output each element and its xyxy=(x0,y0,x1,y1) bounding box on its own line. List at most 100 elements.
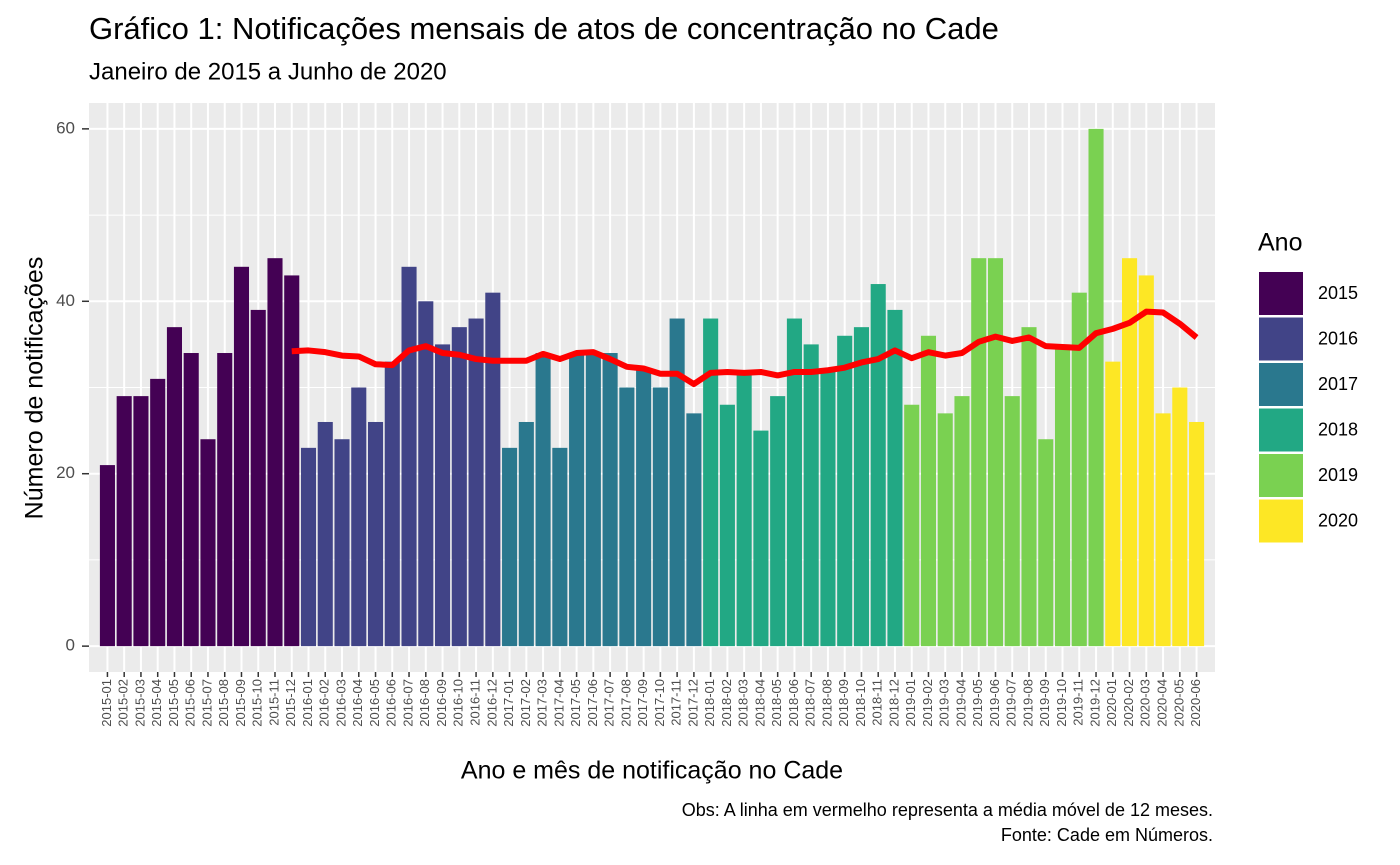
x-tick-label: 2019-11 xyxy=(1071,679,1086,726)
bar xyxy=(233,266,250,647)
x-tick-label: 2015-05 xyxy=(166,679,181,727)
legend-label: 2020 xyxy=(1318,510,1358,530)
bar xyxy=(1004,396,1020,647)
bar xyxy=(518,421,534,647)
x-tick-label: 2017-01 xyxy=(501,679,516,727)
x-tick-label: 2018-09 xyxy=(836,679,851,727)
x-tick-label: 2015-01 xyxy=(99,679,114,727)
bar xyxy=(1021,327,1037,647)
bar xyxy=(367,421,384,647)
legend-key xyxy=(1259,408,1303,452)
x-tick-label: 2019-07 xyxy=(1004,679,1019,727)
bar xyxy=(585,353,601,647)
y-tick-label: 0 xyxy=(66,636,75,655)
x-tick-label: 2016-09 xyxy=(434,679,449,727)
bar xyxy=(451,327,467,647)
legend-key xyxy=(1259,272,1303,315)
y-tick-label: 20 xyxy=(56,463,75,482)
x-tick-label: 2016-01 xyxy=(300,679,315,727)
bar xyxy=(987,258,1004,647)
bar xyxy=(937,413,953,647)
bar xyxy=(837,335,853,647)
x-tick-label: 2017-02 xyxy=(518,679,533,727)
legend-title: Ano xyxy=(1258,229,1302,257)
bar xyxy=(485,292,501,647)
x-tick-label: 2018-08 xyxy=(819,679,834,727)
legend-key xyxy=(1259,317,1303,361)
bar xyxy=(652,387,668,647)
bar xyxy=(150,378,166,647)
x-tick-label: 2019-09 xyxy=(1037,679,1052,727)
x-tick-label: 2015-06 xyxy=(183,679,198,727)
x-tick-label: 2016-10 xyxy=(451,679,466,727)
note: Fonte: Cade em Números. xyxy=(1001,825,1213,845)
bar xyxy=(435,344,451,647)
bar xyxy=(686,413,702,647)
bar xyxy=(920,335,937,647)
bar xyxy=(669,318,685,647)
bar xyxy=(619,387,635,647)
x-tick-label: 2020-04 xyxy=(1154,679,1169,727)
bar xyxy=(1088,128,1104,647)
x-tick-label: 2015-12 xyxy=(283,679,298,727)
x-tick-label: 2017-11 xyxy=(669,679,684,726)
bar xyxy=(334,439,350,647)
bar xyxy=(820,370,836,647)
x-tick-label: 2019-08 xyxy=(1020,679,1035,727)
bar xyxy=(351,387,367,647)
bar xyxy=(904,404,920,647)
bar xyxy=(971,258,987,647)
bar xyxy=(217,353,233,647)
bar xyxy=(200,439,216,647)
x-tick-label: 2017-06 xyxy=(585,679,600,727)
x-tick-label: 2016-12 xyxy=(484,679,499,727)
legend-key xyxy=(1259,454,1303,497)
bar xyxy=(1071,292,1087,647)
x-tick-label: 2020-03 xyxy=(1138,679,1153,727)
bar xyxy=(133,396,149,647)
x-axis-label: Ano e mês de notificação no Cade xyxy=(461,757,843,785)
x-tick-label: 2016-04 xyxy=(350,679,365,727)
bar xyxy=(250,309,266,647)
x-tick-label: 2018-02 xyxy=(719,679,734,727)
legend-key xyxy=(1259,363,1303,406)
x-tick-label: 2015-09 xyxy=(233,679,248,727)
legend-key xyxy=(1259,499,1303,543)
x-tick-label: 2019-04 xyxy=(953,679,968,727)
bar xyxy=(317,421,333,647)
x-tick-label: 2017-05 xyxy=(568,679,583,727)
bar xyxy=(1172,387,1188,647)
bar xyxy=(502,447,518,647)
x-tick-label: 2017-03 xyxy=(535,679,550,727)
x-tick-label: 2018-05 xyxy=(769,679,784,727)
note: Obs: A linha em vermelho representa a mé… xyxy=(682,800,1213,820)
x-tick-label: 2015-08 xyxy=(216,679,231,727)
bar xyxy=(853,327,869,647)
x-tick-label: 2019-10 xyxy=(1054,679,1069,727)
bar xyxy=(736,370,752,647)
moving-average-line xyxy=(291,308,1199,388)
x-tick-label: 2016-02 xyxy=(317,679,332,727)
bar xyxy=(468,318,484,647)
bar xyxy=(954,396,970,647)
y-axis-label: Número de notificações xyxy=(21,257,49,520)
chart-subtitle: Janeiro de 2015 a Junho de 2020 xyxy=(89,58,447,85)
x-tick-label: 2017-10 xyxy=(652,679,667,727)
bar xyxy=(1189,421,1205,647)
x-tick-label: 2015-11 xyxy=(266,679,281,726)
legend-label: 2018 xyxy=(1318,419,1358,439)
x-tick-label: 2017-08 xyxy=(618,679,633,727)
legend-label: 2015 xyxy=(1318,283,1358,303)
bar xyxy=(418,301,434,647)
x-tick-label: 2016-03 xyxy=(333,679,348,727)
x-tick-label: 2016-08 xyxy=(417,679,432,727)
x-tick-label: 2015-10 xyxy=(250,679,265,727)
x-tick-label: 2015-02 xyxy=(116,679,131,727)
x-tick-label: 2019-12 xyxy=(1087,679,1102,727)
bar xyxy=(719,404,735,647)
bar xyxy=(384,361,400,647)
x-tick-label: 2020-05 xyxy=(1171,679,1186,727)
bar xyxy=(770,396,786,647)
bar xyxy=(1122,258,1138,647)
